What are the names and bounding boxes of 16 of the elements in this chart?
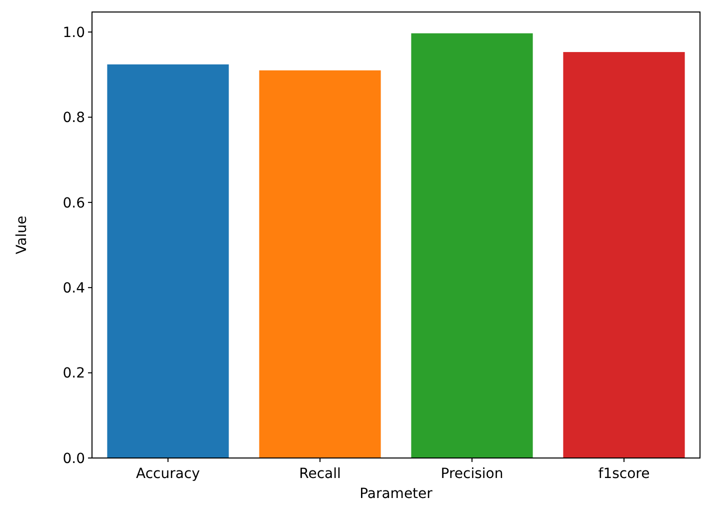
y-tick-label: 0.0 xyxy=(62,450,85,467)
bar xyxy=(411,33,533,458)
y-tick-label: 1.0 xyxy=(62,24,85,41)
x-tick-label: Recall xyxy=(299,466,341,482)
bar xyxy=(107,64,229,458)
x-tick-label: f1score xyxy=(598,466,650,482)
y-tick-label: 0.2 xyxy=(62,366,85,382)
bar xyxy=(259,70,381,458)
x-axis-title: Parameter xyxy=(360,486,433,502)
y-axis-title: Value xyxy=(14,216,30,254)
y-tick-label: 0.8 xyxy=(62,110,85,126)
bar xyxy=(563,52,685,458)
x-tick-label: Accuracy xyxy=(136,466,200,482)
y-tick-label: 0.4 xyxy=(62,280,86,297)
x-tick-label: Precision xyxy=(440,466,504,482)
y-tick-label: 0.6 xyxy=(62,195,86,212)
